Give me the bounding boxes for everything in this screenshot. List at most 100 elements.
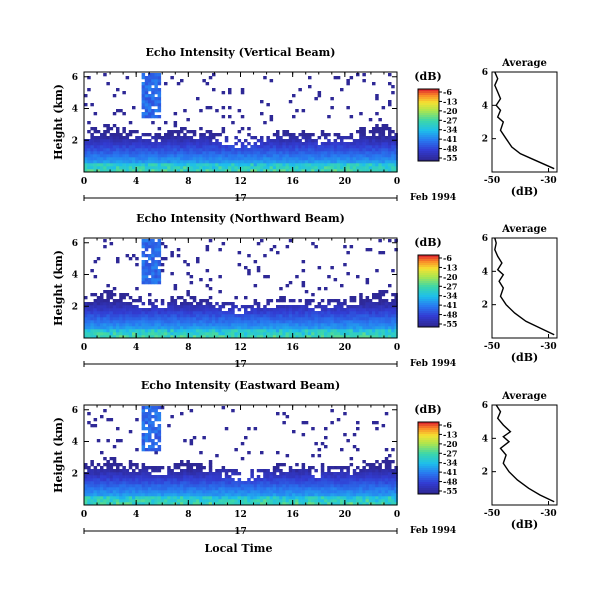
- heatmap-cell: [189, 281, 194, 285]
- heatmap-cell: [391, 302, 395, 306]
- heatmap-cell: [135, 257, 139, 261]
- heatmap-cell: [192, 320, 197, 324]
- heatmap-cell: [368, 160, 373, 164]
- heatmap-cell: [384, 323, 389, 327]
- heatmap-cell: [301, 335, 306, 339]
- heatmap-cell: [288, 469, 293, 473]
- heatmap-cell: [199, 481, 203, 485]
- heatmap-cell: [151, 151, 155, 155]
- heatmap-cell: [170, 251, 174, 255]
- heatmap-cell: [87, 466, 91, 470]
- heatmap-cell: [288, 305, 293, 309]
- panel-0: Echo Intensity (Vertical Beam)0 4 8 12 16 20 0…: [52, 46, 558, 204]
- colorbar-swatch: [418, 470, 439, 473]
- heatmap-cell: [285, 329, 290, 333]
- heatmap-cell: [157, 242, 162, 246]
- heatmap-cell: [381, 314, 386, 318]
- heatmap-cell: [186, 463, 190, 467]
- heatmap-cell: [250, 499, 254, 503]
- heatmap-cell: [221, 311, 226, 315]
- heatmap-cell: [199, 151, 203, 155]
- heatmap-cell: [266, 163, 270, 167]
- heatmap-cell: [93, 142, 98, 146]
- heatmap-cell: [170, 320, 174, 324]
- heatmap-cell: [212, 154, 216, 158]
- heatmap-cell: [212, 490, 216, 494]
- heatmap-cell: [314, 481, 318, 485]
- heatmap-cell: [106, 169, 110, 173]
- heatmap-cell: [237, 130, 242, 134]
- heatmap-cell: [324, 502, 328, 506]
- heatmap-cell: [372, 302, 376, 306]
- heatmap-cell: [218, 493, 222, 497]
- average-y-tick-label: 4: [482, 434, 488, 444]
- heatmap-cell: [359, 314, 363, 318]
- heatmap-cell: [279, 326, 283, 330]
- heatmap-cell: [151, 481, 155, 485]
- heatmap-cell: [202, 169, 206, 173]
- heatmap-cell: [100, 415, 104, 419]
- heatmap-cell: [266, 308, 270, 312]
- heatmap-cell: [189, 139, 194, 143]
- heatmap-cell: [160, 329, 165, 333]
- heatmap-cell: [253, 284, 258, 288]
- heatmap-cell: [221, 499, 226, 503]
- heatmap-cell: [186, 466, 190, 470]
- heatmap-cell: [298, 311, 302, 315]
- heatmap-cell: [199, 487, 203, 491]
- heatmap-cell: [112, 94, 117, 98]
- heatmap-cell: [384, 151, 389, 155]
- heatmap-cell: [247, 481, 251, 485]
- heatmap-cell: [349, 457, 354, 461]
- heatmap-cell: [276, 499, 280, 503]
- heatmap-cell: [269, 487, 274, 491]
- heatmap-cell: [180, 320, 184, 324]
- heatmap-cell: [381, 148, 386, 152]
- heatmap-cell: [141, 418, 146, 422]
- heatmap-cell: [128, 145, 133, 149]
- heatmap-cell: [260, 112, 264, 116]
- heatmap-cell: [157, 433, 162, 437]
- heatmap-cell: [378, 490, 382, 494]
- heatmap-cell: [272, 169, 277, 173]
- heatmap-cell: [247, 305, 251, 309]
- heatmap-cell: [372, 157, 376, 161]
- heatmap-cell: [119, 493, 123, 497]
- heatmap-cell: [189, 335, 194, 339]
- heatmap-cells: [84, 239, 398, 339]
- heatmap-cell: [250, 472, 254, 476]
- heatmap-cell: [260, 157, 264, 161]
- heatmap-cell: [333, 335, 338, 339]
- heatmap-cell: [391, 130, 395, 134]
- heatmap-cell: [356, 148, 360, 152]
- heatmap-cell: [144, 439, 149, 443]
- heatmap-cell: [173, 472, 178, 476]
- heatmap-cell: [288, 493, 293, 497]
- heatmap-cell: [231, 311, 235, 315]
- heatmap-cell: [378, 154, 382, 158]
- heatmap-cell: [103, 160, 107, 164]
- heatmap-cell: [266, 275, 270, 279]
- heatmap-cell: [138, 475, 142, 479]
- heatmap-cell: [352, 335, 357, 339]
- heatmap-cell: [308, 85, 312, 89]
- heatmap-cell: [103, 499, 107, 503]
- heatmap-cell: [106, 475, 110, 479]
- heatmap-cell: [215, 317, 219, 321]
- heatmap-cell: [144, 103, 149, 107]
- heatmap-cell: [384, 332, 389, 336]
- heatmap-cell: [157, 100, 162, 104]
- heatmap-cell: [256, 329, 261, 333]
- heatmap-cell: [250, 335, 254, 339]
- heatmap-cell: [349, 493, 354, 497]
- heatmap-cell: [368, 157, 373, 161]
- heatmap-cell: [135, 311, 139, 315]
- heatmap-cell: [192, 142, 197, 146]
- heatmap-cell: [244, 499, 248, 503]
- heatmap-cell: [237, 251, 242, 255]
- heatmap-cell: [164, 496, 168, 500]
- heatmap-cell: [199, 332, 203, 336]
- heatmap-cell: [96, 139, 101, 143]
- heatmap-cell: [314, 163, 318, 167]
- heatmap-cell: [349, 115, 354, 119]
